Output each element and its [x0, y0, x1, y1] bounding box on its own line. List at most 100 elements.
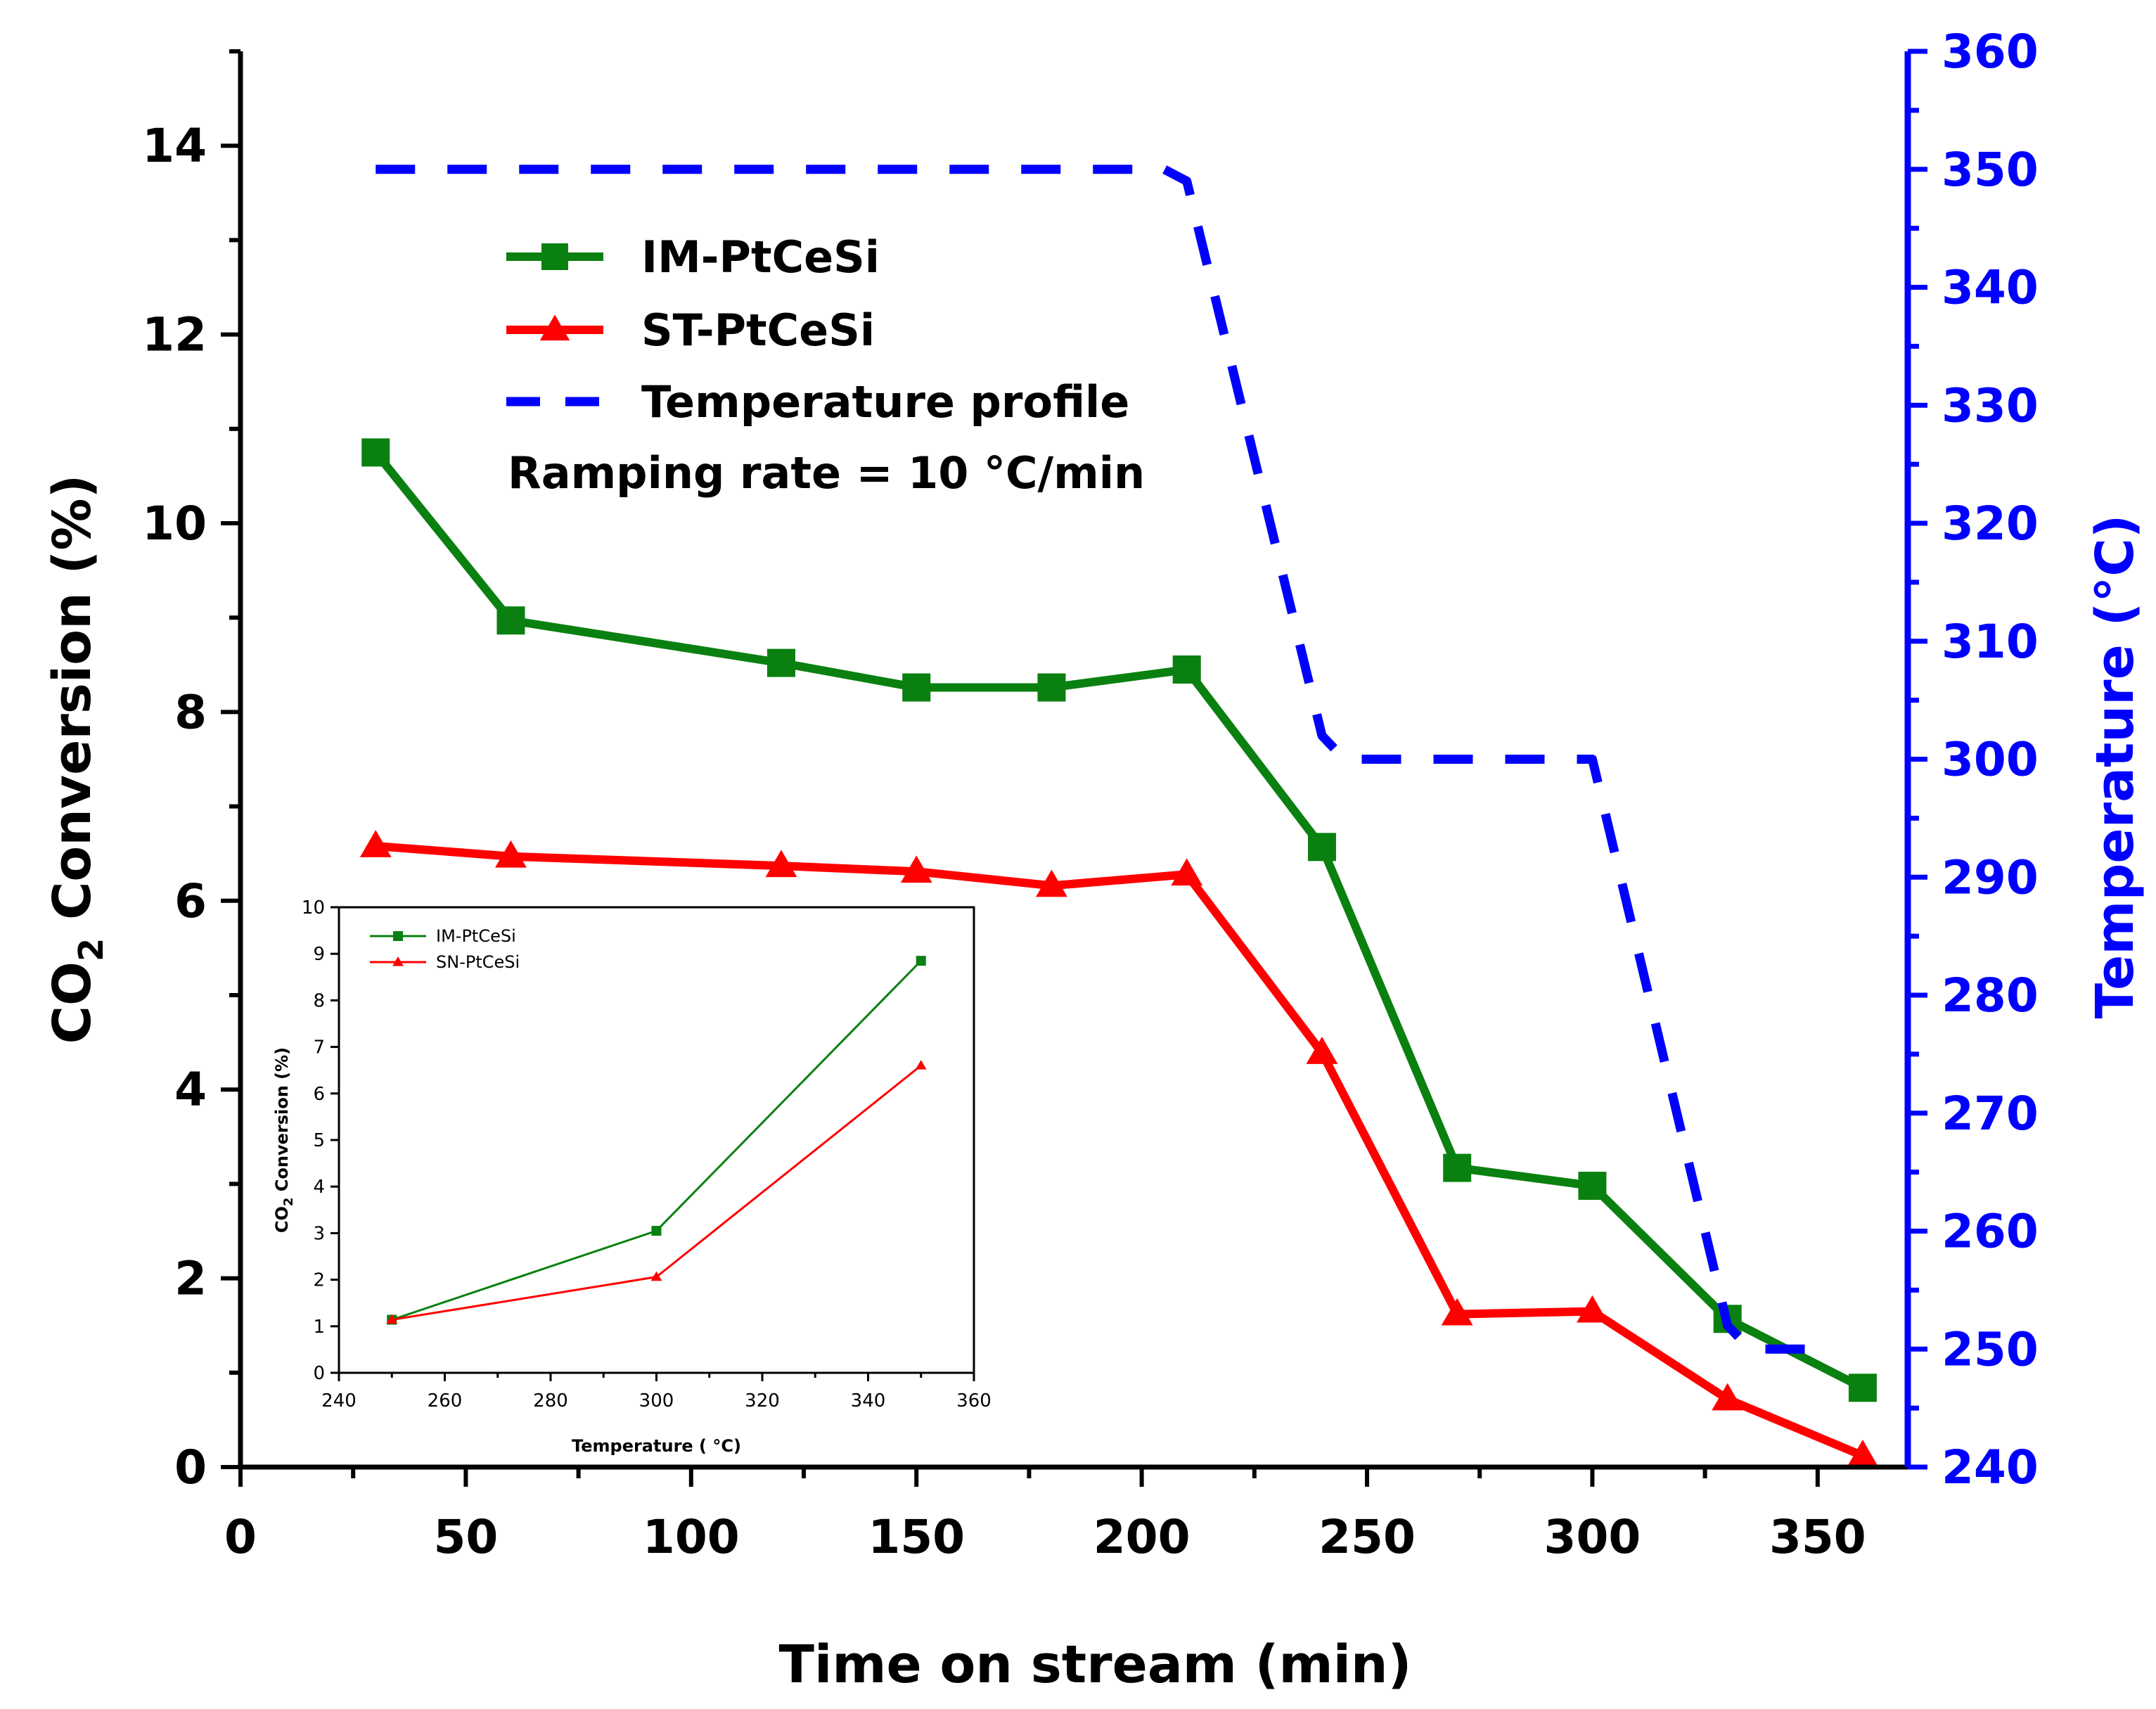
data-point-im-ptcesi	[766, 648, 795, 677]
inset-y-tick-label: 10	[302, 897, 325, 918]
inset-axes-layer: 240 260 280 300 320 340 360 0 1 2 3 4 5 6 7 8 9 10	[302, 897, 992, 1412]
main-plot: 0 50 100 150 200 250 300 3500246810121424025026…	[42, 25, 2145, 1695]
x-tick-label: 150	[868, 1510, 965, 1564]
inset-data-point-im-ptcesi	[916, 956, 926, 966]
inset-series-layer	[386, 956, 927, 1325]
y2-tick-label: 280	[1942, 968, 2039, 1023]
inset-data-point-sn-ptcesi	[386, 1314, 398, 1324]
data-point-im-ptcesi	[902, 673, 931, 702]
data-point-st-ptcesi	[900, 855, 932, 883]
data-point-st-ptcesi	[1306, 1037, 1338, 1064]
y-axis-title-co: CO	[42, 961, 103, 1044]
inset-y-tick-label: 7	[313, 1037, 325, 1058]
data-point-im-ptcesi	[1848, 1374, 1877, 1402]
y2-tick-label: 330	[1942, 378, 2039, 433]
data-point-st-ptcesi	[495, 840, 527, 868]
data-point-im-ptcesi	[496, 606, 525, 635]
inset-y-tick-label: 1	[313, 1317, 325, 1338]
legend-marker-st-ptcesi	[539, 314, 570, 341]
inset-background	[339, 907, 974, 1373]
series-im-ptcesi	[361, 438, 1877, 1402]
x-tick-label: 300	[1544, 1510, 1641, 1564]
data-point-im-ptcesi	[1443, 1153, 1472, 1182]
inset-data-point-im-ptcesi	[651, 1226, 662, 1236]
data-point-st-ptcesi	[1036, 869, 1067, 897]
y-tick-label: 8	[174, 685, 207, 739]
y-axis-title-subscript: 2	[72, 938, 111, 961]
y-tick-label: 6	[174, 874, 207, 928]
inset-x-tick-label: 240	[321, 1390, 357, 1412]
main-series-layer	[359, 165, 1879, 1467]
inset-y-tick-label: 5	[313, 1130, 325, 1151]
legend-marker-im-ptcesi	[541, 243, 568, 270]
y2-tick-label: 320	[1942, 497, 2039, 551]
inset-data-point-sn-ptcesi	[915, 1060, 927, 1070]
x-tick-label: 50	[433, 1510, 498, 1564]
y2-tick-label: 260	[1942, 1205, 2039, 1259]
inset-y-axis-title-rest: Conversion (%)	[272, 1047, 292, 1198]
inset-y-tick-label: 2	[313, 1270, 325, 1291]
inset-y-tick-label: 9	[313, 944, 325, 965]
x-axis-title: Time on stream (min)	[779, 1634, 1412, 1695]
data-point-st-ptcesi	[1577, 1295, 1608, 1323]
y-tick-label: 4	[174, 1063, 207, 1117]
y2-tick-label: 300	[1942, 733, 2039, 787]
series-temperature-profile	[376, 165, 1818, 1354]
inset-legend: IM-PtCeSi SN-PtCeSi	[370, 926, 520, 972]
y2-tick-label: 270	[1942, 1087, 2039, 1141]
inset-plot: 240 260 280 300 320 340 360 0 1 2 3 4 5 6 7 8 9 10 IM-PtC…	[272, 897, 992, 1456]
ramping-rate-annotation: Ramping rate = 10 °C/min	[508, 447, 1145, 499]
x-tick-label: 350	[1769, 1510, 1866, 1564]
legend-label-im-ptcesi: IM-PtCeSi	[641, 231, 880, 283]
y2-tick-label: 340	[1942, 261, 2039, 315]
inset-y-axis-title: CO2 Conversion (%)	[272, 1047, 296, 1233]
inset-x-tick-label: 280	[533, 1390, 568, 1412]
data-point-st-ptcesi	[1847, 1440, 1879, 1467]
inset-x-tick-label: 300	[639, 1390, 674, 1412]
inset-x-axis-title: Temperature ( °C)	[572, 1436, 741, 1456]
y-tick-label: 12	[142, 308, 207, 362]
legend-label-st-ptcesi: ST-PtCeSi	[641, 305, 875, 356]
inset-legend-marker-im-ptcesi	[393, 931, 403, 941]
main-axes-layer: 0 50 100 150 200 250 300 3500246810121424025026…	[142, 25, 2039, 1564]
inset-x-tick-label: 360	[956, 1390, 992, 1412]
data-point-st-ptcesi	[1712, 1383, 1744, 1411]
data-point-im-ptcesi	[1172, 655, 1201, 684]
x-tick-label: 100	[643, 1510, 740, 1564]
data-point-st-ptcesi	[359, 830, 392, 857]
y-tick-label: 0	[174, 1440, 207, 1494]
inset-legend-label-sn-ptcesi: SN-PtCeSi	[436, 952, 520, 972]
data-point-im-ptcesi	[1307, 833, 1336, 862]
series-st-ptcesi	[359, 830, 1879, 1467]
data-point-im-ptcesi	[1578, 1172, 1607, 1201]
series-line-temperature-profile	[376, 165, 1818, 1354]
x-tick-label: 250	[1318, 1510, 1416, 1564]
data-point-im-ptcesi	[1037, 673, 1066, 702]
y-tick-label: 10	[142, 497, 207, 551]
y2-tick-label: 240	[1942, 1440, 2039, 1494]
inset-y-tick-label: 3	[313, 1223, 325, 1244]
inset-series-sn-ptcesi	[386, 1060, 927, 1324]
y2-tick-label: 290	[1942, 850, 2039, 904]
data-point-st-ptcesi	[765, 850, 797, 878]
legend-label-temperature-profile: Temperature profile	[641, 376, 1129, 428]
y-tick-label: 2	[174, 1252, 207, 1306]
inset-legend-label-im-ptcesi: IM-PtCeSi	[436, 926, 516, 946]
y-axis-title-rest: Conversion (%)	[42, 475, 103, 938]
main-legend: IM-PtCeSi ST-PtCeSi Temperature profile …	[506, 231, 1145, 499]
inset-y-axis-title-co: CO	[272, 1206, 292, 1233]
y2-tick-label: 250	[1942, 1322, 2039, 1376]
x-tick-label: 0	[224, 1510, 257, 1564]
y2-tick-label: 310	[1942, 615, 2039, 669]
inset-y-tick-label: 4	[313, 1177, 325, 1198]
x-tick-label: 200	[1093, 1510, 1191, 1564]
data-point-im-ptcesi	[361, 438, 390, 467]
inset-y-tick-label: 8	[313, 990, 325, 1011]
data-point-st-ptcesi	[1171, 858, 1203, 886]
inset-legend-marker-sn-ptcesi	[392, 956, 404, 966]
y2-tick-label: 350	[1942, 143, 2039, 197]
inset-y-tick-label: 6	[313, 1084, 325, 1105]
y-axis-title: CO2 Conversion (%)	[42, 475, 111, 1044]
inset-y-tick-label: 0	[313, 1363, 325, 1384]
